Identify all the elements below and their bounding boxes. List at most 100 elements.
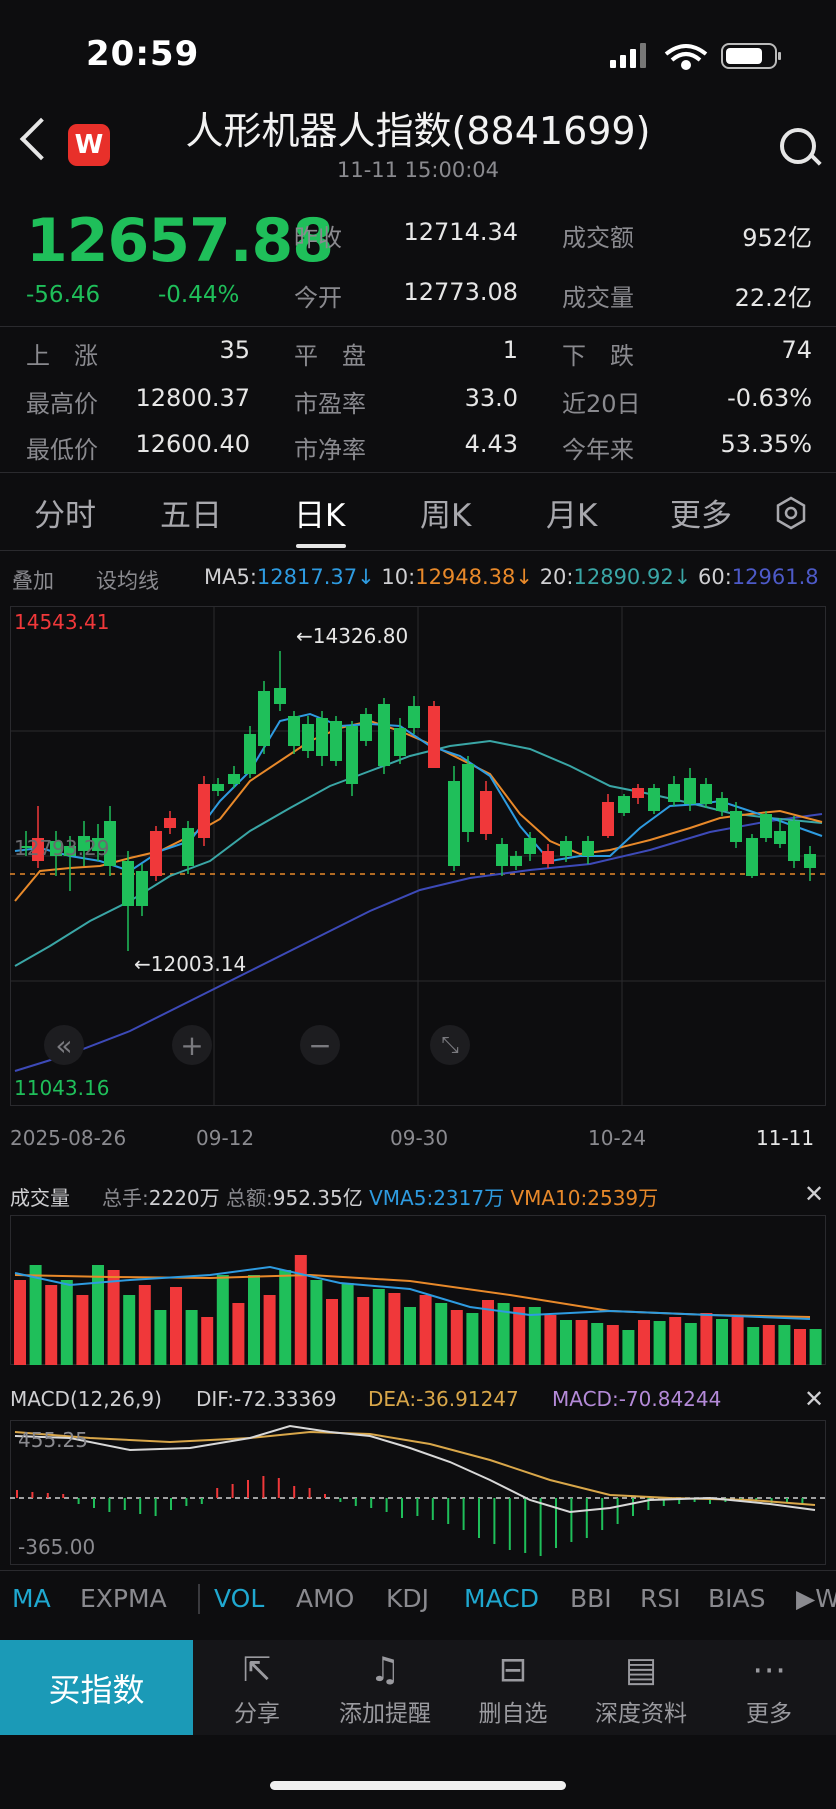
ma-settings-button[interactable]: 设均线	[96, 569, 159, 593]
volume-bar	[372, 1289, 385, 1365]
candle-body	[542, 851, 554, 864]
stat-label: 今年来	[562, 436, 634, 464]
tab-five-day[interactable]: 五日	[160, 498, 222, 534]
search-icon[interactable]	[780, 128, 816, 164]
add-alert-button[interactable]: ♫ 添加提醒	[321, 1640, 449, 1735]
zoom-out-icon[interactable]: −	[300, 1025, 340, 1065]
in-depth-button[interactable]: ▤ 深度资料	[577, 1640, 705, 1735]
indicator-vol[interactable]: VOL	[214, 1584, 265, 1613]
indicator-macd[interactable]: MACD	[464, 1584, 539, 1613]
stat-value: 74	[781, 336, 812, 364]
remove-watchlist-button[interactable]: ⊟ 删自选	[449, 1640, 577, 1735]
volume-bar	[528, 1307, 541, 1365]
current-price: 12657.88	[26, 206, 334, 276]
share-button[interactable]: ⇱ 分享	[193, 1640, 321, 1735]
ma60-line	[14, 813, 823, 1072]
macd-bar	[693, 1498, 696, 1502]
macd-bar	[478, 1498, 480, 1538]
buy-index-button[interactable]: 买指数	[0, 1640, 193, 1735]
volume-stats: 总手:2220万 总额:952.35亿 VMA5:2317万 VMA10:253…	[102, 1182, 658, 1211]
macd-bar	[262, 1476, 265, 1498]
close-volume-icon[interactable]: ✕	[804, 1180, 825, 1208]
more-button[interactable]: ⋯ 更多	[705, 1640, 833, 1735]
volume-bar	[232, 1303, 245, 1365]
candle-body	[150, 831, 162, 876]
stat-label: 平 盘	[294, 342, 366, 370]
vma5-value: VMA5:2317万	[369, 1186, 505, 1210]
candle-body	[32, 838, 44, 861]
signal-icon	[610, 43, 646, 68]
tab-weekly-k[interactable]: 周K	[420, 498, 472, 534]
settings-icon[interactable]	[774, 496, 808, 530]
volume-bar	[435, 1303, 448, 1365]
overlay-button[interactable]: 叠加	[12, 569, 54, 593]
stat-label: 下 跌	[562, 342, 634, 370]
volume-bar	[341, 1283, 354, 1365]
indicator-ma[interactable]: MA	[12, 1584, 51, 1613]
ma60-value: 12961.8	[731, 565, 819, 589]
total-hands-label: 总手:	[102, 1186, 149, 1210]
tab-more[interactable]: 更多	[670, 498, 732, 534]
indicator-kdj[interactable]: KDJ	[386, 1584, 430, 1613]
macd-bar	[601, 1498, 604, 1530]
candle-body	[632, 788, 644, 798]
stat-label: 市净率	[294, 436, 366, 464]
candle-body	[582, 841, 594, 856]
macd-bar	[247, 1480, 249, 1498]
ma20-value: 12890.92↓	[573, 565, 692, 589]
macd-bar	[462, 1498, 465, 1530]
stat-value: 33.0	[464, 384, 518, 412]
volume-title: 成交量	[10, 1186, 70, 1210]
kline-chart[interactable]	[10, 606, 826, 1106]
divider	[0, 550, 836, 551]
tab-daily-k[interactable]: 日K	[294, 498, 346, 534]
volume-bar	[404, 1307, 416, 1365]
share-label: 分享	[234, 1701, 280, 1727]
indicator-more[interactable]: ▶W&	[796, 1584, 836, 1613]
wifi-icon	[664, 44, 708, 70]
indicator-amo[interactable]: AMO	[296, 1584, 355, 1613]
macd-bar	[616, 1498, 619, 1524]
volume-bar	[544, 1315, 557, 1365]
more-label: 更多	[746, 1701, 792, 1727]
volume-bar	[591, 1323, 604, 1365]
total-amount-value: 952.35亿	[272, 1186, 363, 1210]
tab-monthly-k[interactable]: 月K	[546, 498, 598, 534]
indicator-bias[interactable]: BIAS	[708, 1584, 766, 1613]
volume-bar	[653, 1321, 666, 1365]
indicator-rsi[interactable]: RSI	[640, 1584, 681, 1613]
tab-intraday[interactable]: 分时	[34, 498, 96, 534]
macd-bar	[570, 1498, 573, 1542]
ma5-line	[14, 712, 823, 873]
candle-body	[480, 791, 492, 834]
macd-bar	[123, 1498, 126, 1510]
macd-bar	[401, 1498, 403, 1518]
macd-title: MACD(12,26,9)	[10, 1387, 162, 1411]
ma60-label: 60:	[697, 565, 732, 589]
macd-bar	[16, 1490, 18, 1498]
volume-bar	[388, 1293, 401, 1365]
indicator-bbi[interactable]: BBI	[570, 1584, 612, 1613]
vma5-line	[14, 1265, 811, 1320]
indicator-expma[interactable]: EXPMA	[80, 1584, 167, 1613]
fullscreen-icon[interactable]: ⤡	[430, 1025, 470, 1065]
candle-body	[648, 788, 660, 811]
macd-bar	[185, 1498, 188, 1506]
stat-value: 12600.40	[135, 430, 250, 458]
macd-bar	[354, 1498, 357, 1506]
high-annotation: ←14326.80	[296, 624, 409, 648]
candle-body	[496, 844, 508, 866]
zoom-in-icon[interactable]: +	[172, 1025, 212, 1065]
macd-dif: DIF:-72.33369	[196, 1387, 337, 1411]
scroll-left-icon[interactable]: «	[44, 1025, 84, 1065]
vma10-value: VMA10:2539万	[510, 1186, 659, 1210]
close-macd-icon[interactable]: ✕	[804, 1385, 825, 1413]
divider	[0, 326, 836, 327]
home-indicator[interactable]	[270, 1781, 566, 1790]
macd-bar	[62, 1494, 65, 1498]
app-logo-icon: W	[68, 124, 110, 166]
stat-value: 35	[219, 336, 250, 364]
macd-bar	[632, 1498, 634, 1516]
macd-bar	[170, 1498, 172, 1510]
macd-bar	[647, 1498, 650, 1510]
